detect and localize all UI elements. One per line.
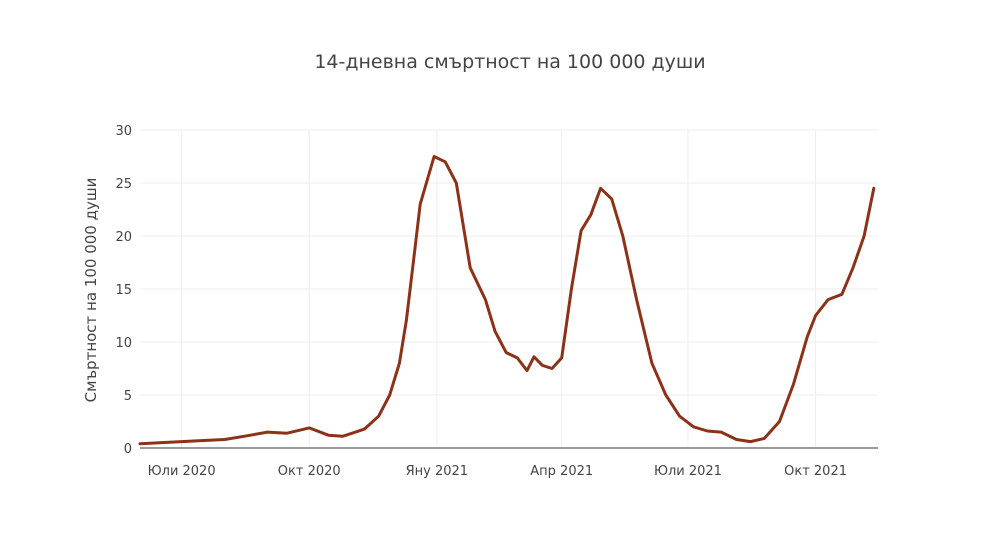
series-layer: [138, 155, 876, 446]
x-tick-label: Юли 2021: [654, 464, 722, 479]
y-tick-labels: 0 5 10 15 20 25 30: [115, 124, 132, 457]
y-tick-label: 15: [115, 283, 132, 298]
x-tick-label: Окт 2021: [784, 464, 847, 479]
chart-title: 14-дневна смъртност на 100 000 души: [314, 51, 705, 73]
x-tick-label: Апр 2021: [530, 464, 593, 479]
y-tick-label: 30: [115, 124, 132, 139]
y-axis-title: Смъртност на 100 000 души: [82, 178, 100, 403]
x-tick-label: Яну 2021: [406, 464, 468, 479]
y-tick-label: 0: [124, 442, 132, 457]
grid-layer: [140, 129, 878, 449]
mortality-series-line: [138, 155, 876, 446]
y-tick-label: 5: [124, 389, 132, 404]
x-tick-labels: Юли 2020 Окт 2020 Яну 2021 Апр 2021 Юли 2021…: [148, 464, 847, 479]
y-tick-label: 25: [115, 177, 132, 192]
x-tick-label: Юли 2020: [148, 464, 216, 479]
x-tick-label: Окт 2020: [278, 464, 341, 479]
y-tick-label: 10: [115, 336, 132, 351]
y-tick-label: 20: [115, 230, 132, 245]
